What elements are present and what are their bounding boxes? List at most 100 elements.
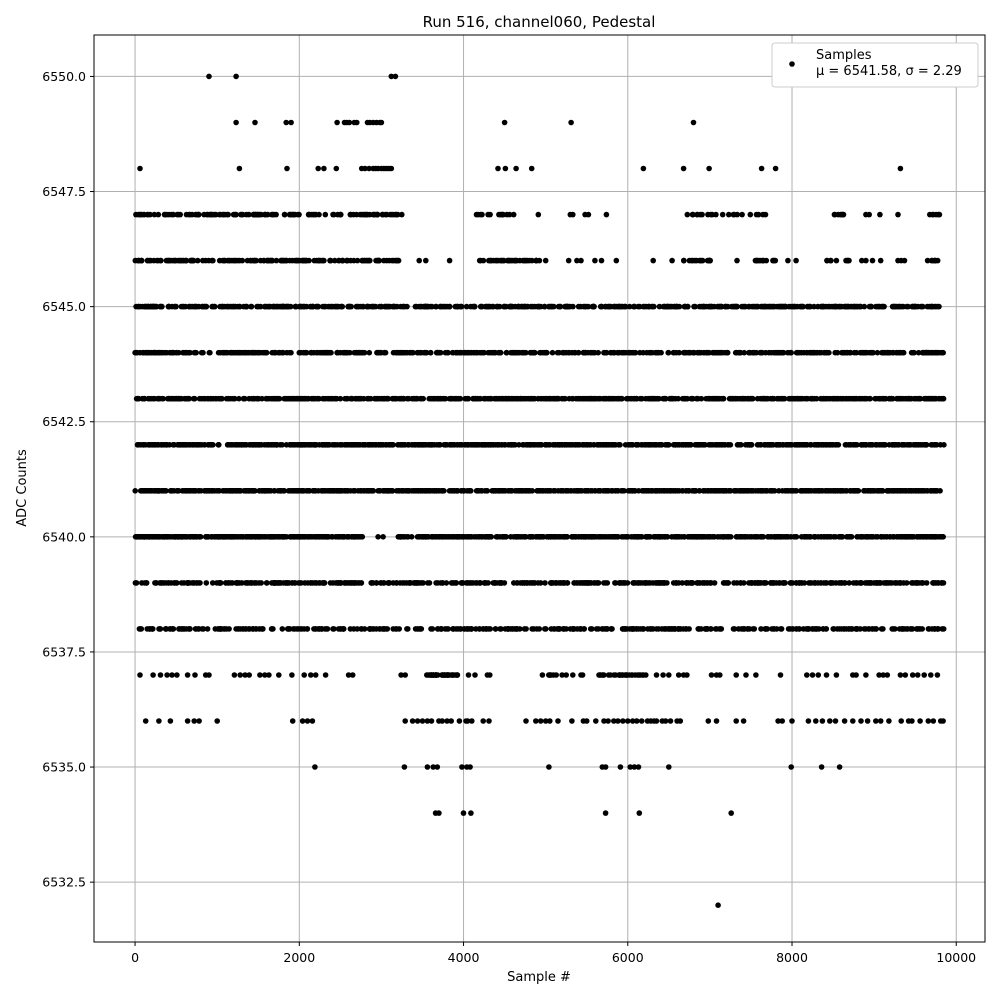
- sample-point: [155, 488, 161, 494]
- sample-point: [542, 395, 549, 402]
- sample-point: [444, 718, 450, 724]
- sample-point: [572, 534, 579, 540]
- sample-point: [349, 442, 355, 448]
- sample-point: [710, 395, 717, 402]
- sample-point: [760, 534, 767, 540]
- sample-point: [204, 626, 211, 632]
- sample-point: [191, 718, 197, 724]
- sample-point: [934, 626, 941, 632]
- sample-point: [656, 395, 662, 402]
- sample-point: [589, 488, 595, 494]
- sample-point: [667, 718, 674, 724]
- sample-point: [133, 349, 139, 356]
- sample-point: [639, 672, 646, 678]
- sample-point: [915, 395, 922, 402]
- sample-point: [669, 534, 675, 540]
- sample-point: [604, 626, 611, 632]
- sample-point: [642, 580, 649, 586]
- sample-point: [931, 442, 938, 448]
- sample-point: [458, 349, 465, 356]
- sample-point: [902, 626, 908, 632]
- sample-point: [523, 718, 529, 724]
- sample-point: [304, 626, 311, 632]
- sample-point: [225, 580, 231, 586]
- sample-point: [874, 534, 881, 540]
- sample-point: [927, 488, 934, 494]
- sample-point: [431, 488, 438, 494]
- sample-point: [631, 764, 638, 770]
- sample-point: [279, 349, 285, 356]
- sample-point: [915, 488, 921, 494]
- sample-point: [183, 626, 190, 632]
- sample-point: [494, 534, 501, 540]
- sample-point: [549, 349, 556, 356]
- sample-point: [725, 534, 731, 540]
- sample-point: [680, 626, 687, 632]
- sample-point: [452, 395, 459, 402]
- sample-point: [827, 442, 834, 448]
- sample-point: [864, 718, 871, 724]
- sample-point: [283, 442, 290, 448]
- sample-point: [393, 349, 399, 356]
- sample-point: [542, 580, 548, 586]
- sample-point: [132, 488, 138, 494]
- sample-point: [923, 580, 930, 586]
- sample-point: [563, 349, 570, 356]
- sample-point: [397, 534, 404, 540]
- sample-point: [369, 488, 375, 494]
- sample-point: [767, 534, 774, 540]
- sample-point: [132, 580, 139, 586]
- sample-point: [292, 442, 299, 448]
- sample-point: [483, 626, 490, 632]
- sample-point: [344, 395, 351, 402]
- sample-point: [713, 488, 719, 494]
- sample-point: [819, 488, 826, 494]
- sample-point: [676, 442, 682, 448]
- sample-point: [162, 626, 169, 632]
- sample-point: [203, 580, 210, 586]
- sample-point: [542, 718, 549, 724]
- sample-point: [222, 626, 228, 632]
- sample-point: [289, 718, 296, 724]
- sample-point: [555, 718, 561, 724]
- sample-point: [835, 442, 842, 448]
- sample-point: [941, 442, 947, 448]
- sample-point: [202, 395, 208, 402]
- sample-point: [308, 580, 314, 586]
- sample-point: [759, 395, 766, 402]
- sample-point: [470, 580, 477, 586]
- sample-point: [531, 626, 537, 632]
- sample-point: [612, 580, 618, 586]
- sample-point: [740, 395, 746, 402]
- sample-point: [743, 672, 749, 678]
- sample-point: [529, 488, 536, 494]
- sample-point: [373, 580, 380, 586]
- sample-point: [456, 718, 463, 724]
- sample-point: [753, 349, 760, 356]
- sample-point: [487, 442, 494, 448]
- sample-point: [449, 580, 455, 586]
- sample-point: [486, 718, 492, 724]
- sample-point: [276, 672, 282, 678]
- sample-point: [467, 764, 473, 770]
- sample-point: [341, 534, 347, 540]
- sample-point: [882, 349, 889, 356]
- sample-point: [154, 534, 161, 540]
- sample-point: [334, 349, 341, 356]
- sample-point: [895, 395, 902, 402]
- sample-point: [615, 718, 621, 724]
- sample-point: [418, 534, 425, 540]
- sample-point: [858, 442, 864, 448]
- sample-point: [631, 395, 638, 402]
- sample-point: [770, 395, 776, 402]
- sample-point: [788, 349, 794, 356]
- sample-point: [612, 534, 619, 540]
- sample-point: [373, 442, 379, 448]
- sample-point: [334, 534, 341, 540]
- sample-point: [481, 349, 488, 356]
- sample-point: [154, 442, 161, 448]
- sample-point: [220, 349, 226, 356]
- sample-point: [225, 534, 232, 540]
- sample-point: [781, 580, 788, 586]
- sample-point: [669, 395, 676, 402]
